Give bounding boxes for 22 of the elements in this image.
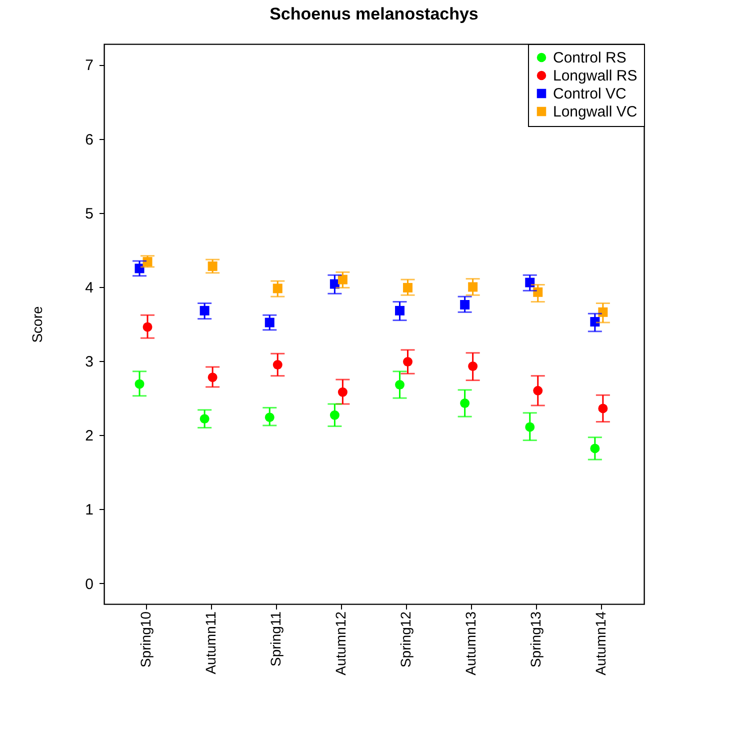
x-tick-label: Autumn13 xyxy=(462,611,479,676)
y-axis-title: Score xyxy=(29,306,46,343)
x-tick-label: Autumn12 xyxy=(332,611,348,676)
legend-label: Longwall VC xyxy=(553,104,638,120)
legend-label: Longwall RS xyxy=(553,68,638,84)
x-tick-label: Spring11 xyxy=(267,611,284,667)
x-tick-label: Autumn11 xyxy=(202,611,218,674)
y-tick-label: 5 xyxy=(85,205,94,222)
y-tick-label: 4 xyxy=(85,279,94,296)
y-tick-label: 2 xyxy=(85,428,94,445)
x-tick-label: Spring10 xyxy=(137,611,154,668)
y-tick-label: 0 xyxy=(85,576,94,593)
x-tick-label: Spring12 xyxy=(398,611,414,668)
y-tick-label: 6 xyxy=(85,131,94,148)
legend-label: Control VC xyxy=(553,86,627,102)
x-tick-label: Spring13 xyxy=(528,611,544,668)
y-tick-label: 3 xyxy=(85,354,94,371)
y-tick-label: 1 xyxy=(85,502,94,519)
x-tick-label: Autumn14 xyxy=(592,611,609,676)
legend-label: Control RS xyxy=(553,50,626,66)
y-tick-label: 7 xyxy=(85,57,94,74)
chart-title: Schoenus melanostachys xyxy=(270,4,478,24)
